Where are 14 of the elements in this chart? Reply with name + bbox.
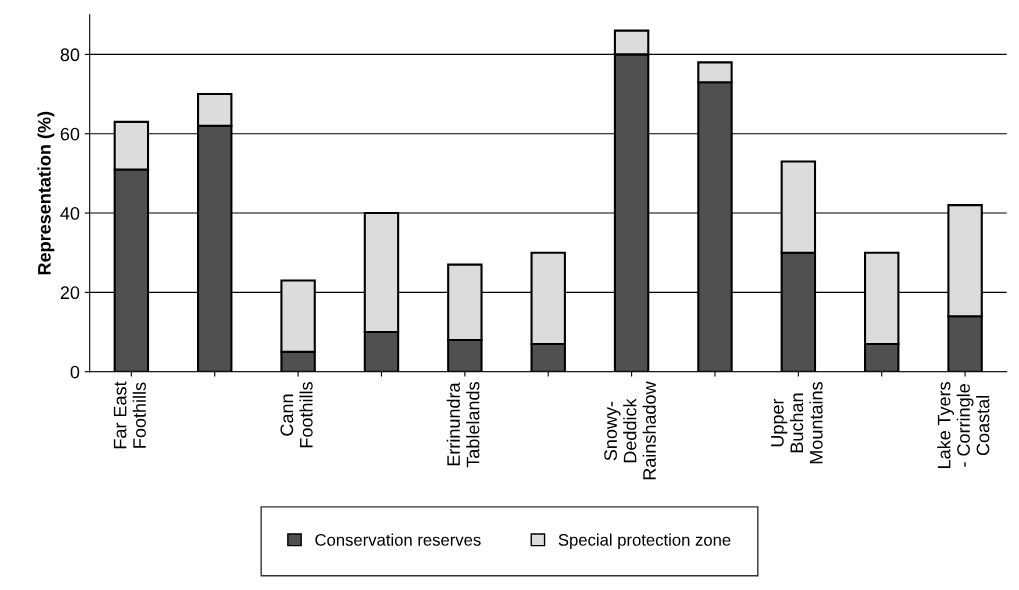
y-tick-label: 80: [60, 48, 80, 62]
y-tick-label: 20: [60, 286, 80, 300]
x-tick-label: Errinundra Tablelands: [446, 382, 480, 468]
y-tick-label: 0: [70, 365, 80, 379]
x-tick-label: Far East Foothills: [113, 381, 146, 449]
y-tick-label: 60: [60, 127, 80, 141]
x-tick-label: Lake Tyers - Corringle Coastal: [937, 382, 990, 468]
legend-label: Conservation reserves: [315, 533, 481, 546]
y-axis-title: Representation (%): [37, 111, 55, 275]
x-tick-label: Upper Buchan Mountains: [771, 382, 823, 464]
x-tick-label: Cann Foothills: [280, 382, 313, 448]
x-tick-label: Snowy- Deddick Rainshadow: [604, 381, 656, 480]
y-tick-label: 40: [60, 206, 80, 220]
legend-label: Special protection zone: [558, 533, 731, 550]
